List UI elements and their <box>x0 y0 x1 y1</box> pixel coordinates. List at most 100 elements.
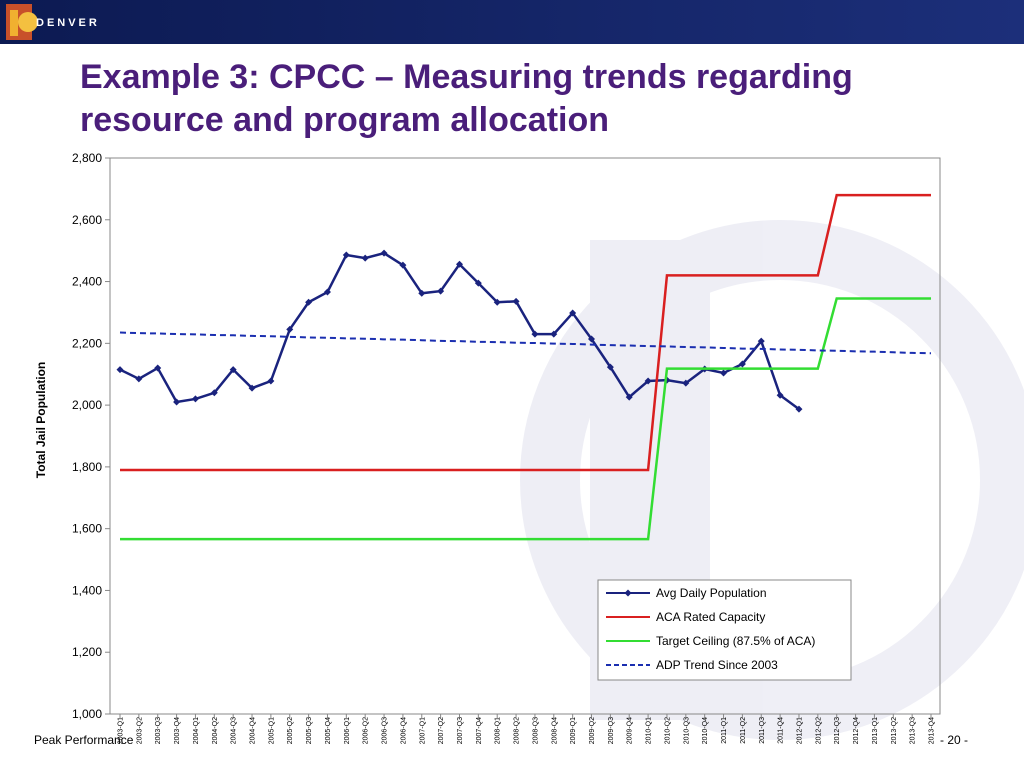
data-point <box>248 384 256 392</box>
x-tick-label: 2007-Q2 <box>438 717 445 744</box>
legend-label: ACA Rated Capacity <box>656 610 765 624</box>
x-tick-label: 2009-Q1 <box>570 717 577 744</box>
data-point <box>210 389 218 397</box>
x-tick-label: 2003-Q2 <box>136 717 143 744</box>
y-tick-label: 2,000 <box>72 398 102 412</box>
x-tick-label: 2008-Q1 <box>495 717 502 744</box>
title-line: Example 3: CPCC – Measuring trends regar… <box>80 58 853 96</box>
data-point <box>116 366 124 374</box>
data-point <box>173 398 181 406</box>
x-tick-label: 2006-Q1 <box>344 717 351 744</box>
x-tick-label: 2008-Q3 <box>532 717 539 744</box>
x-tick-label: 2013-Q1 <box>872 717 879 744</box>
x-tick-label: 2004-Q2 <box>212 717 219 744</box>
footer-left: Peak Performance <box>34 733 134 747</box>
data-point <box>569 309 577 317</box>
title-line: resource and program allocation <box>80 101 609 139</box>
data-point <box>474 279 482 287</box>
data-point <box>305 298 313 306</box>
x-tick-label: 2009-Q4 <box>627 717 634 744</box>
x-tick-label: 2008-Q4 <box>551 717 558 744</box>
data-point <box>644 377 652 385</box>
data-point <box>682 379 690 387</box>
x-tick-label: 2007-Q1 <box>419 717 426 744</box>
x-tick-label: 2004-Q4 <box>250 717 257 744</box>
x-tick-label: 2012-Q1 <box>796 717 803 744</box>
data-point <box>550 330 558 338</box>
x-tick-label: 2005-Q2 <box>287 717 294 744</box>
legend-marker <box>624 589 632 597</box>
x-tick-label: 2013-Q3 <box>910 717 917 744</box>
y-tick-label: 2,400 <box>72 275 102 289</box>
data-point <box>738 360 746 368</box>
y-tick-label: 1,400 <box>72 583 102 597</box>
data-point <box>418 289 426 297</box>
y-tick-label: 1,000 <box>72 707 102 721</box>
header-bar <box>0 0 1024 44</box>
logo <box>6 4 38 40</box>
x-tick-label: 2003-Q4 <box>174 717 181 744</box>
data-point <box>493 298 501 306</box>
data-point <box>776 391 784 399</box>
data-point <box>399 261 407 269</box>
data-point <box>135 375 143 383</box>
y-tick-label: 1,200 <box>72 645 102 659</box>
data-point <box>437 287 445 295</box>
data-point <box>757 337 765 345</box>
x-tick-label: 2011-Q4 <box>778 717 785 744</box>
x-tick-label: 2011-Q1 <box>721 717 728 744</box>
data-point <box>323 288 331 296</box>
y-tick-label: 1,800 <box>72 460 102 474</box>
x-tick-label: 2012-Q4 <box>853 717 860 744</box>
x-tick-label: 2005-Q3 <box>306 717 313 744</box>
plot-area <box>109 157 941 715</box>
data-point <box>267 377 275 385</box>
x-tick-label: 2010-Q3 <box>683 717 690 744</box>
x-tick-label: 2009-Q2 <box>589 717 596 744</box>
x-tick-label: 2006-Q2 <box>363 717 370 744</box>
series-line <box>120 297 931 541</box>
x-tick-label: 2010-Q4 <box>702 717 709 744</box>
x-tick-label: 2012-Q3 <box>834 717 841 744</box>
series-line <box>119 331 932 355</box>
data-point <box>588 335 596 343</box>
data-point <box>720 369 728 377</box>
x-tick-label: 2005-Q4 <box>325 717 332 744</box>
data-point <box>191 395 199 403</box>
data-point <box>154 364 162 372</box>
x-tick-label: 2010-Q2 <box>664 717 671 744</box>
data-point <box>342 251 350 259</box>
x-tick-label: 2007-Q4 <box>476 717 483 744</box>
x-tick-label: 2010-Q1 <box>646 717 653 744</box>
x-tick-label: 2006-Q4 <box>400 717 407 744</box>
x-tick-label: 2007-Q3 <box>457 717 464 744</box>
data-point <box>380 249 388 257</box>
series-line <box>120 193 931 472</box>
data-point <box>229 366 237 374</box>
page-number: - 20 - <box>940 733 968 747</box>
x-tick-label: 2013-Q2 <box>891 717 898 744</box>
x-tick-label: 2013-Q4 <box>929 717 936 744</box>
x-tick-label: 2003-Q1 <box>118 717 125 744</box>
legend-label: ADP Trend Since 2003 <box>656 658 778 672</box>
y-tick-label: 2,200 <box>72 336 102 350</box>
x-tick-label: 2008-Q2 <box>514 717 521 744</box>
x-tick-label: 2005-Q1 <box>268 717 275 744</box>
data-point <box>286 325 294 333</box>
data-point <box>531 330 539 338</box>
logo-text: DENVER <box>36 17 100 29</box>
data-point <box>455 260 463 268</box>
y-tick-label: 1,600 <box>72 522 102 536</box>
data-point <box>512 297 520 305</box>
y-tick-label: 2,800 <box>72 151 102 165</box>
x-tick-label: 2011-Q2 <box>740 717 747 744</box>
x-tick-label: 2012-Q2 <box>815 717 822 744</box>
legend-label: Target Ceiling (87.5% of ACA) <box>656 634 815 648</box>
y-tick-label: 2,600 <box>72 213 102 227</box>
data-point <box>625 393 633 401</box>
y-axis-label: Total Jail Population <box>34 362 48 478</box>
x-tick-label: 2003-Q3 <box>155 717 162 744</box>
x-tick-label: 2011-Q3 <box>759 717 766 744</box>
